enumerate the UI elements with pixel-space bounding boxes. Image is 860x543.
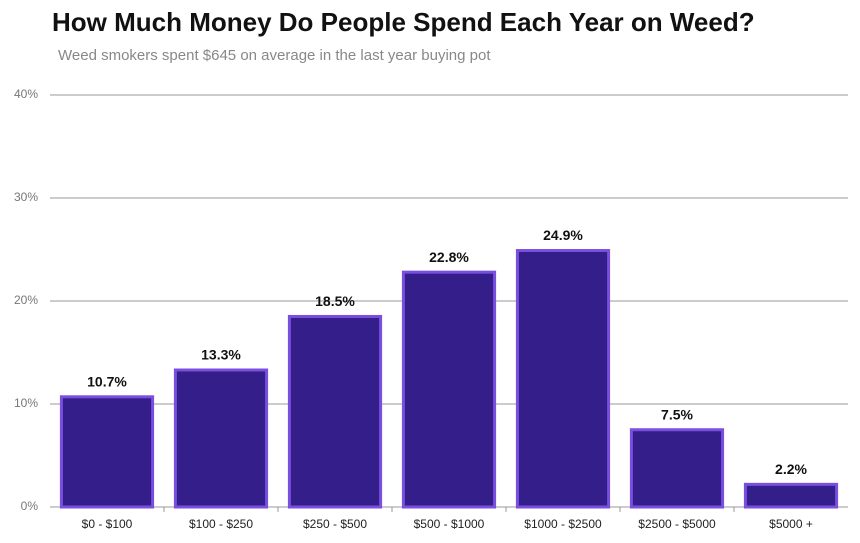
value-label: 13.3% — [201, 347, 241, 363]
y-tick-label: 20% — [14, 293, 38, 307]
bar — [743, 482, 839, 509]
value-label: 10.7% — [87, 373, 127, 389]
bar — [401, 270, 497, 509]
value-label: 2.2% — [775, 461, 807, 477]
bar — [59, 395, 155, 509]
x-tick-label: $2500 - $5000 — [638, 517, 716, 531]
value-label: 18.5% — [315, 293, 355, 309]
x-tick-label: $250 - $500 — [303, 517, 367, 531]
bar — [287, 314, 383, 509]
value-label: 24.9% — [543, 227, 583, 243]
chart-subtitle: Weed smokers spent $645 on average in th… — [58, 47, 491, 64]
value-label: 7.5% — [661, 406, 693, 422]
x-tick-label: $1000 - $2500 — [524, 517, 602, 531]
y-tick-label: 10% — [14, 396, 38, 410]
x-tick-label: $5000 + — [769, 517, 813, 531]
bar — [629, 428, 725, 509]
x-tick-label: $100 - $250 — [189, 517, 253, 531]
y-tick-label: 30% — [14, 190, 38, 204]
bar — [173, 368, 269, 509]
value-label: 22.8% — [429, 249, 469, 265]
bar — [515, 249, 611, 509]
x-tick-label: $0 - $100 — [82, 517, 133, 531]
chart-title: How Much Money Do People Spend Each Year… — [52, 7, 755, 37]
x-tick-label: $500 - $1000 — [414, 517, 485, 531]
y-tick-label: 0% — [21, 499, 39, 513]
y-tick-label: 40% — [14, 87, 38, 101]
